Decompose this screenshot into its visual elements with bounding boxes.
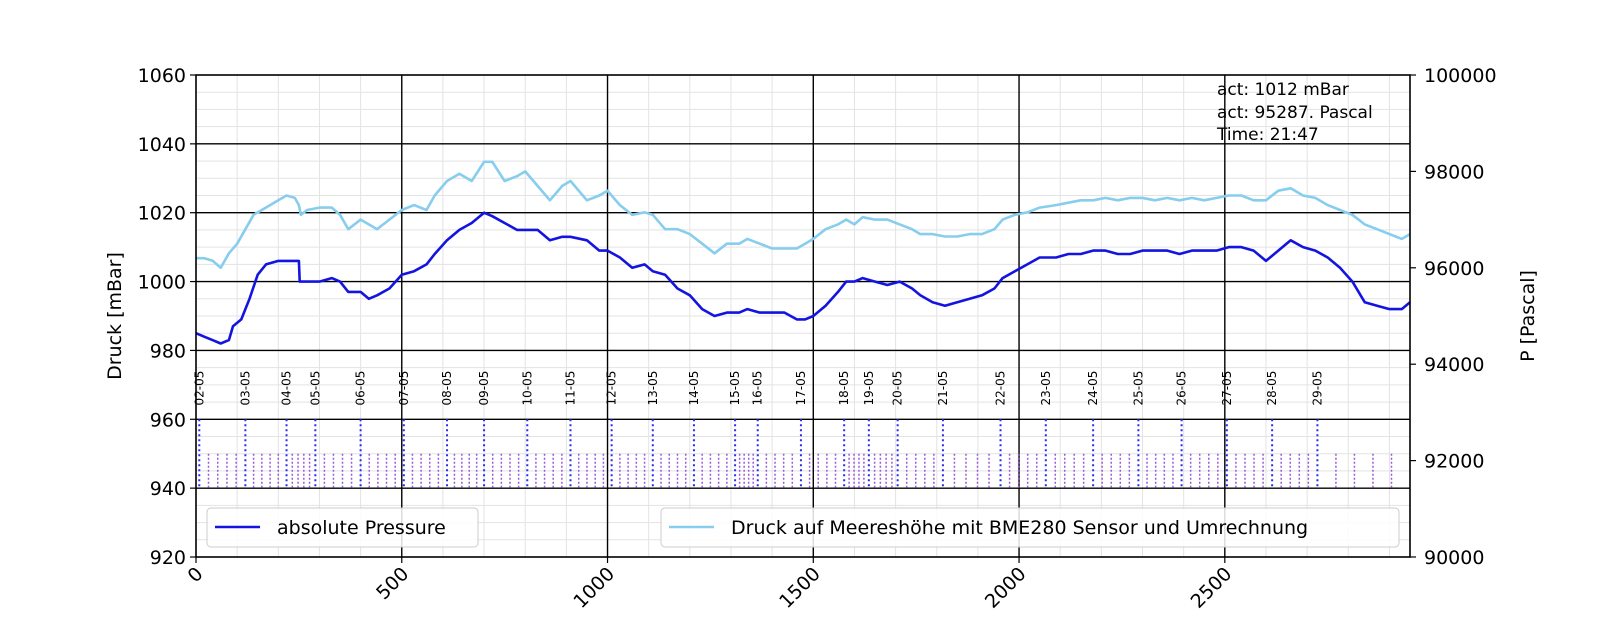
info-line-pascal: act: 95287. Pascal: [1217, 103, 1373, 123]
right-tick-label: 94000: [1424, 354, 1484, 376]
right-axis-label: P [Pascal]: [1517, 270, 1539, 362]
info-line-time: Time: 21:47: [1216, 125, 1319, 145]
legend-label-sealevel: Druck auf Meereshöhe mit BME280 Sensor u…: [731, 517, 1308, 539]
day-marker-label: 12-05: [605, 371, 619, 406]
legend-absolute-pressure: absolute Pressure: [206, 507, 479, 548]
right-axis-ticks: 90000 92000 94000 96000 98000 100000: [1410, 65, 1497, 569]
day-marker-label: 22-05: [994, 371, 1008, 406]
series-line-sea-level: [196, 160, 1411, 270]
day-marker-label: 14-05: [687, 371, 701, 406]
day-marker-label: 04-05: [280, 371, 294, 406]
day-marker-label: 26-05: [1175, 371, 1189, 406]
day-marker-label: 17-05: [794, 371, 808, 406]
day-marker-label: 25-05: [1131, 371, 1145, 406]
day-marker-label: 15-05: [728, 371, 742, 406]
right-tick-label: 90000: [1424, 547, 1484, 569]
left-tick-label: 1020: [138, 203, 186, 225]
legend-label-absolute: absolute Pressure: [277, 517, 446, 539]
left-tick-label: 1060: [138, 65, 186, 87]
info-annotation: act: 1012 mBar act: 95287. Pascal Time: …: [1216, 80, 1373, 145]
day-marker-label: 02-05: [192, 371, 206, 406]
day-marker-label: 23-05: [1039, 371, 1053, 406]
day-marker-label: 06-05: [354, 371, 368, 406]
day-marker-label: 27-05: [1220, 371, 1234, 406]
series-lines: [195, 160, 1411, 345]
day-marker-label: 20-05: [891, 371, 905, 406]
right-tick-label: 98000: [1424, 161, 1484, 183]
day-marker-label: 13-05: [646, 371, 660, 406]
day-marker-label: 19-05: [862, 371, 876, 406]
day-marker-label: 29-05: [1310, 371, 1324, 406]
day-marker-label: 08-05: [440, 371, 454, 406]
day-marker-label: 28-05: [1265, 371, 1279, 406]
day-marker-label: 07-05: [397, 371, 411, 406]
left-tick-label: 920: [150, 547, 186, 569]
day-marker-label: 09-05: [477, 371, 491, 406]
left-axis-ticks: 920 940 960 980 1000 1020 1040 1060: [138, 65, 196, 569]
series-line-absolute: [195, 211, 1411, 345]
left-tick-label: 940: [150, 478, 186, 500]
left-tick-label: 980: [150, 340, 186, 362]
right-tick-label: 92000: [1424, 451, 1484, 473]
day-marker-label: 03-05: [238, 371, 252, 406]
day-marker-label: 11-05: [563, 371, 577, 406]
left-tick-label: 1000: [138, 272, 186, 294]
legend-sea-level-pressure: Druck auf Meereshöhe mit BME280 Sensor u…: [660, 507, 1400, 548]
left-axis-label: Druck [mBar]: [104, 252, 126, 380]
day-marker-label: 16-05: [751, 371, 765, 406]
right-tick-label: 96000: [1424, 258, 1484, 280]
day-marker-label: 21-05: [936, 371, 950, 406]
info-line-mbar: act: 1012 mBar: [1217, 80, 1349, 100]
day-marker-label: 18-05: [837, 371, 851, 406]
right-tick-label: 100000: [1424, 65, 1497, 87]
day-marker-label: 24-05: [1086, 371, 1100, 406]
left-tick-label: 1040: [138, 134, 186, 156]
day-marker-label: 05-05: [308, 371, 322, 406]
day-markers: 02-05 03-05 04-05 05-05 06-05 07-05 08-05 09-05…: [192, 371, 1393, 489]
left-tick-label: 960: [150, 409, 186, 431]
plot-frame: [195, 74, 1411, 558]
day-marker-label: 10-05: [520, 371, 534, 406]
